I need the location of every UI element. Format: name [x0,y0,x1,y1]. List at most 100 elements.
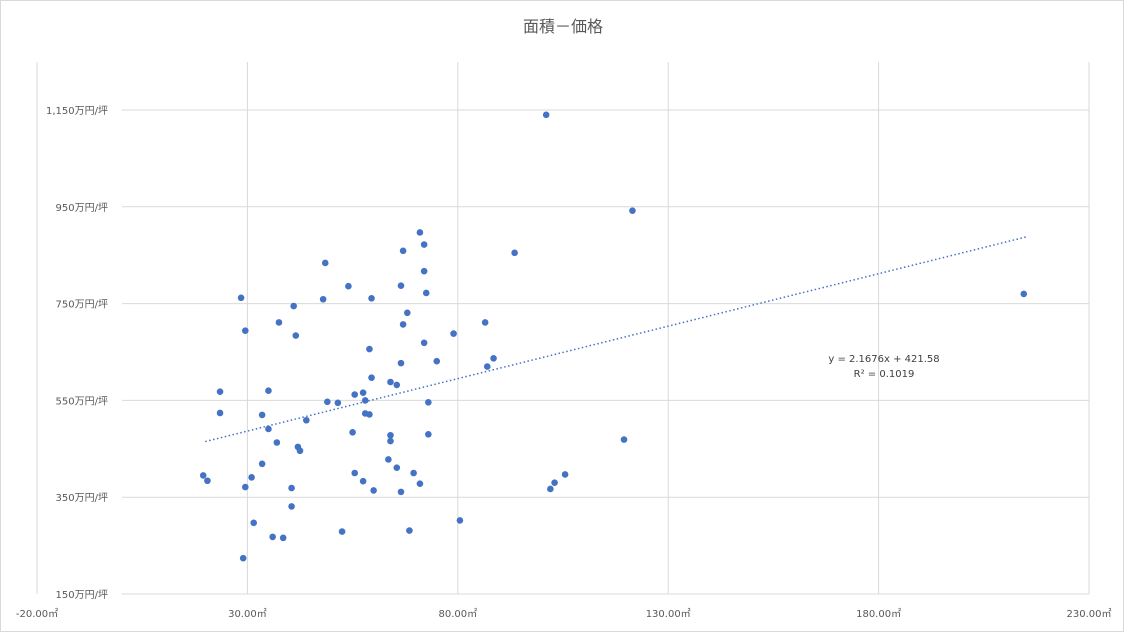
data-point [237,294,245,302]
data-point [620,436,628,443]
data-point [296,447,304,455]
data-point [239,554,247,562]
data-point [397,282,405,289]
data-point [279,534,287,542]
data-point [351,469,359,477]
data-point [265,425,272,433]
data-point [425,399,432,406]
data-point [561,471,569,478]
data-point [290,302,297,310]
data-point [269,533,276,541]
data-point [265,387,272,395]
x-axis-tick-labels: -20.00㎡ 30.00㎡ 80.00㎡ 130.00㎡ 180.00㎡ 230.00㎡ [16,608,1112,620]
data-point [303,416,310,424]
data-point [258,411,266,419]
y-tick-label: 150万円/坪 [56,588,108,601]
data-point [319,295,327,303]
y-tick-label: 1,150万円/坪 [46,104,108,117]
data-point [288,484,295,492]
data-point [433,357,441,365]
x-tick-label: 30.00㎡ [228,608,267,620]
data-point [250,519,258,527]
data-point [324,398,331,406]
x-tick-label: -20.00㎡ [16,608,58,620]
data-point [370,487,377,494]
data-point [393,464,401,471]
data-point [275,319,283,326]
data-point [338,528,346,535]
data-point [397,359,405,367]
data-point [1020,290,1028,298]
data-point [425,430,432,438]
data-point [321,259,329,267]
data-point [420,241,428,248]
data-point [368,294,375,302]
data-points [199,111,1028,562]
data-point [387,437,394,445]
trendline [205,236,1027,443]
data-point [420,339,428,347]
data-point [288,503,295,510]
data-point [393,381,401,389]
data-point [551,479,558,486]
data-point [216,409,224,417]
data-point [349,429,356,436]
y-tick-label: 550万円/坪 [56,394,108,407]
data-point [366,411,373,418]
x-tick-label: 130.00㎡ [646,608,691,620]
data-point [416,480,424,487]
data-point [361,397,369,404]
data-point [629,207,636,214]
data-point [406,527,413,534]
data-point [359,389,367,396]
data-point [397,488,405,496]
vertical-gridlines [36,62,1090,594]
data-point [416,229,424,236]
data-point [292,332,300,339]
data-point [542,111,550,119]
data-point [387,431,394,439]
data-point [410,469,417,477]
data-point [481,319,489,326]
x-tick-label: 180.00㎡ [856,608,901,620]
x-tick-label: 80.00㎡ [438,608,477,620]
data-point [351,391,359,398]
data-point [366,345,373,353]
trendline-r-squared: R² = 0.1019 [854,369,915,380]
data-point [511,249,518,257]
data-point [385,456,392,463]
data-point [241,327,249,335]
data-point [420,267,428,275]
data-point [273,439,281,446]
x-tick-label: 230.00㎡ [1067,608,1112,620]
trendline-equation: y = 2.1676x + 421.58 [828,354,939,365]
data-point [483,363,491,370]
y-tick-label: 950万円/坪 [56,201,108,214]
data-point [345,282,352,290]
data-point [404,309,411,317]
data-point [399,321,407,328]
data-point [490,354,497,362]
data-point [456,517,464,524]
data-point [450,330,457,337]
chart-title: 面積－価格 [523,17,603,36]
data-point [199,472,207,479]
y-tick-label: 350万円/坪 [56,491,108,504]
data-point [399,247,407,255]
data-point [359,477,367,485]
data-point [248,474,255,481]
y-tick-label: 750万円/坪 [56,298,108,311]
data-point [368,374,375,381]
horizontal-gridlines [122,109,1089,595]
data-point [422,289,430,297]
data-point [387,378,394,386]
data-point [258,460,266,468]
data-point [547,485,554,493]
data-point [204,477,211,485]
data-point [241,483,249,491]
data-point [334,399,342,407]
data-point [216,388,224,395]
y-axis-tick-labels: 150万円/坪 350万円/坪 550万円/坪 750万円/坪 950万円/坪 1,150… [46,104,108,601]
